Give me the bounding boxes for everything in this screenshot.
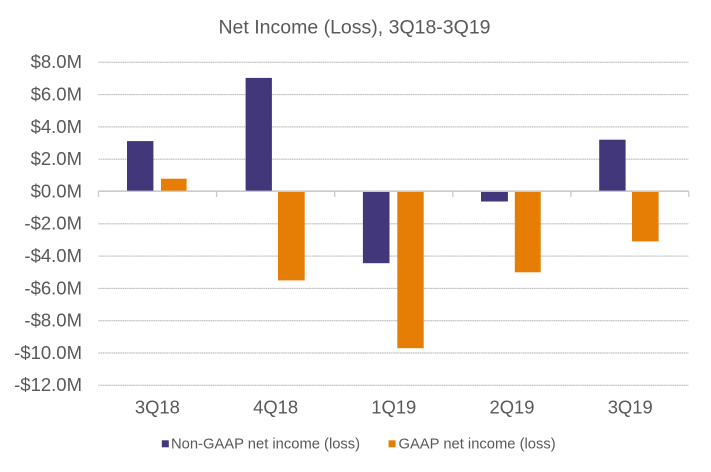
svg-text:-$4.0M: -$4.0M	[24, 245, 82, 266]
svg-text:3Q19: 3Q19	[608, 396, 653, 417]
svg-text:-$2.0M: -$2.0M	[24, 213, 82, 234]
svg-text:$4.0M: $4.0M	[31, 116, 82, 137]
svg-text:-$6.0M: -$6.0M	[24, 277, 82, 298]
svg-text:-$10.0M: -$10.0M	[14, 342, 82, 363]
svg-text:-$8.0M: -$8.0M	[24, 310, 82, 331]
svg-text:2Q19: 2Q19	[490, 396, 535, 417]
svg-text:Net Income (Loss), 3Q18-3Q19: Net Income (Loss), 3Q18-3Q19	[218, 16, 490, 38]
svg-text:GAAP net income (loss): GAAP net income (loss)	[399, 436, 556, 452]
svg-text:$0.0M: $0.0M	[31, 180, 82, 201]
svg-text:$8.0M: $8.0M	[31, 51, 82, 72]
svg-text:-$12.0M: -$12.0M	[14, 374, 82, 395]
svg-text:3Q18: 3Q18	[135, 396, 180, 417]
svg-text:1Q19: 1Q19	[371, 396, 416, 417]
svg-text:Non-GAAP net income (loss): Non-GAAP net income (loss)	[171, 436, 360, 452]
svg-text:$2.0M: $2.0M	[31, 148, 82, 169]
svg-text:4Q18: 4Q18	[253, 396, 298, 417]
svg-text:$6.0M: $6.0M	[31, 84, 82, 105]
